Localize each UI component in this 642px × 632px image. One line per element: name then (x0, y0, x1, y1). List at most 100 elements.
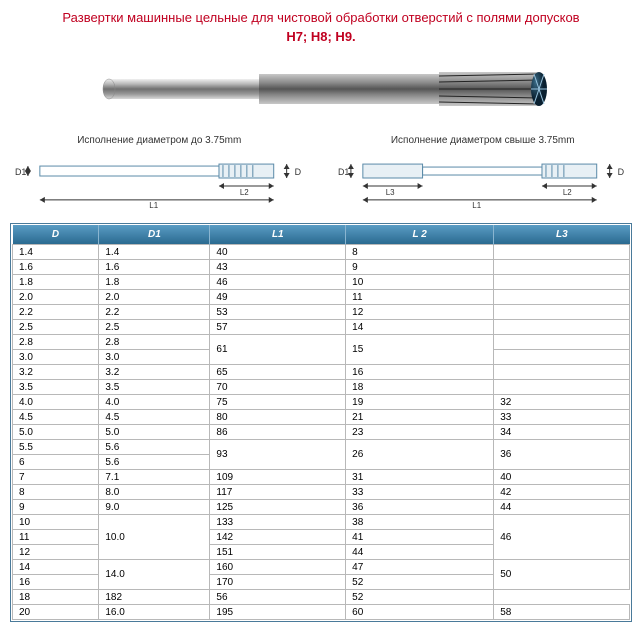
cell-L1: 133 (210, 515, 346, 530)
cell-L3: 40 (494, 470, 630, 485)
cell-L2: 60 (346, 605, 494, 620)
table-row: 1.61.6439 (13, 260, 630, 275)
cell-L2: 21 (346, 410, 494, 425)
cell-L2: 15 (346, 335, 494, 365)
cell-D1: 2.0 (99, 290, 210, 305)
table-row: 99.01253644 (13, 500, 630, 515)
cell-L1: 125 (210, 500, 346, 515)
cell-L3: 58 (494, 605, 630, 620)
cell-D: 2.8 (13, 335, 99, 350)
cell-L3: 44 (494, 500, 630, 515)
cell-L2: 47 (346, 560, 494, 575)
cell-D: 20 (13, 605, 99, 620)
cell-D: 1.8 (13, 275, 99, 290)
cell-L2: 23 (346, 425, 494, 440)
cell-D1: 4.0 (99, 395, 210, 410)
table-row: 3.53.57018 (13, 380, 630, 395)
cell-L2: 36 (346, 500, 494, 515)
cell-D1: 3.5 (99, 380, 210, 395)
cell-L1: 49 (210, 290, 346, 305)
svg-text:D: D (295, 167, 302, 177)
cell-L2: 44 (346, 545, 494, 560)
cell-L3 (494, 305, 630, 320)
col-header: L3 (494, 225, 630, 245)
table-row: 88.01173342 (13, 485, 630, 500)
table-row: 2.22.25312 (13, 305, 630, 320)
cell-L3 (494, 275, 630, 290)
cell-L2: 10 (346, 275, 494, 290)
cell-L2: 11 (346, 290, 494, 305)
cell-D: 5.0 (13, 425, 99, 440)
cell-L3: 42 (494, 485, 630, 500)
page-subtitle: H7; H8; H9. (10, 29, 632, 44)
cell-L3: 46 (494, 515, 630, 560)
svg-text:D1: D1 (15, 167, 26, 177)
diagram-right-svg: D1 D L3 L2 L1 (333, 148, 632, 208)
svg-text:D: D (618, 167, 625, 177)
cell-L3 (494, 290, 630, 305)
cell-L2: 38 (346, 515, 494, 530)
cell-L2: 41 (346, 530, 494, 545)
cell-D1: 1.4 (99, 245, 210, 260)
cell-D: 3.2 (13, 365, 99, 380)
cell-D1: 8.0 (99, 485, 210, 500)
cell-L3 (494, 335, 630, 350)
cell-L1: 46 (210, 275, 346, 290)
cell-D: 2.0 (13, 290, 99, 305)
cell-D1: 2.5 (99, 320, 210, 335)
cell-L3: 50 (494, 560, 630, 590)
table-row: 4.54.5802133 (13, 410, 630, 425)
cell-L3: 34 (494, 425, 630, 440)
cell-D: 12 (13, 545, 99, 560)
cell-L1: 70 (210, 380, 346, 395)
cell-D1: 10.0 (99, 515, 210, 560)
cell-D: 18 (13, 590, 99, 605)
cell-L2: 19 (346, 395, 494, 410)
cell-D: 2.5 (13, 320, 99, 335)
cell-L1: 151 (210, 545, 346, 560)
cell-L1: 86 (210, 425, 346, 440)
cell-D1: 9.0 (99, 500, 210, 515)
cell-L3 (494, 365, 630, 380)
cell-L1: 40 (210, 245, 346, 260)
diagram-left-caption: Исполнение диаметром до 3.75mm (10, 135, 309, 146)
cell-L3 (494, 380, 630, 395)
table-row: 2016.01956058 (13, 605, 630, 620)
cell-D: 2.2 (13, 305, 99, 320)
svg-text:L2: L2 (240, 188, 249, 197)
cell-L2: 9 (346, 260, 494, 275)
diagram-right: Исполнение диаметром свыше 3.75mm D1 D L… (333, 135, 632, 211)
cell-L2: 31 (346, 470, 494, 485)
svg-text:L3: L3 (386, 188, 395, 197)
dimension-diagrams: Исполнение диаметром до 3.75mm D1 D L2 L… (10, 135, 632, 211)
cell-D1: 2.8 (99, 335, 210, 350)
cell-L2: 56 (210, 590, 346, 605)
cell-D1: 4.5 (99, 410, 210, 425)
cell-D1: 2.2 (99, 305, 210, 320)
cell-L1: 57 (210, 320, 346, 335)
svg-text:L2: L2 (563, 188, 572, 197)
cell-D1: 16.0 (99, 605, 210, 620)
svg-text:L1: L1 (149, 201, 158, 208)
cell-D: 16 (13, 575, 99, 590)
cell-D1: 1.6 (99, 260, 210, 275)
reamer-illustration (10, 54, 632, 127)
cell-D1: 3.2 (99, 365, 210, 380)
cell-L1: 65 (210, 365, 346, 380)
col-header: D (13, 225, 99, 245)
cell-L2: 16 (346, 365, 494, 380)
cell-D: 8 (13, 485, 99, 500)
table-row: 1414.01604750 (13, 560, 630, 575)
cell-L3 (494, 245, 630, 260)
cell-L1: 75 (210, 395, 346, 410)
cell-L1: 182 (99, 590, 210, 605)
cell-D1: 7.1 (99, 470, 210, 485)
cell-L1: 43 (210, 260, 346, 275)
cell-L3 (494, 260, 630, 275)
cell-L3: 33 (494, 410, 630, 425)
col-header: L 2 (346, 225, 494, 245)
cell-L1: 142 (210, 530, 346, 545)
cell-L3 (494, 320, 630, 335)
table-row: 4.04.0751932 (13, 395, 630, 410)
cell-D1: 3.0 (99, 350, 210, 365)
